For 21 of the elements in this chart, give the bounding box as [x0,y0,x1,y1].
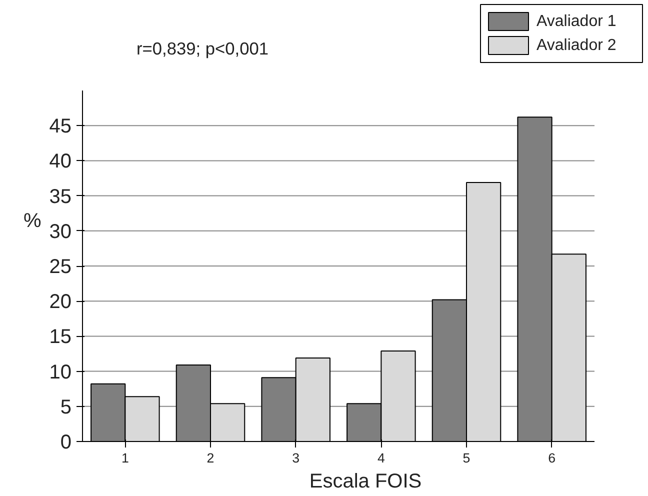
y-tick-label: 0 [60,432,72,454]
y-tick-label: 25 [49,256,72,278]
x-tick-label: 5 [462,450,470,466]
x-axis-title: Escala FOIS [309,470,422,492]
x-tick-label: 1 [121,450,129,466]
y-tick-label: 30 [49,220,72,243]
y-tick-label: 20 [49,291,72,314]
y-tick-label: 35 [49,186,72,208]
x-tick-label: 3 [292,450,300,466]
y-tick-label: 45 [49,116,72,138]
x-tick-label: 4 [377,450,386,466]
x-tick-label: 2 [206,450,214,466]
x-tick-label: 6 [548,450,556,466]
y-tick-label: 10 [49,361,72,384]
y-tick-label: 15 [49,326,72,348]
y-tick-label: 40 [49,150,72,173]
y-axis-title: % [23,210,42,232]
legend-label: Avaliador 1 [536,13,616,30]
chart-title: r=0,839; p<0,001 [136,38,269,58]
legend-label: Avaliador 2 [536,37,616,54]
y-tick-label: 5 [60,396,72,418]
